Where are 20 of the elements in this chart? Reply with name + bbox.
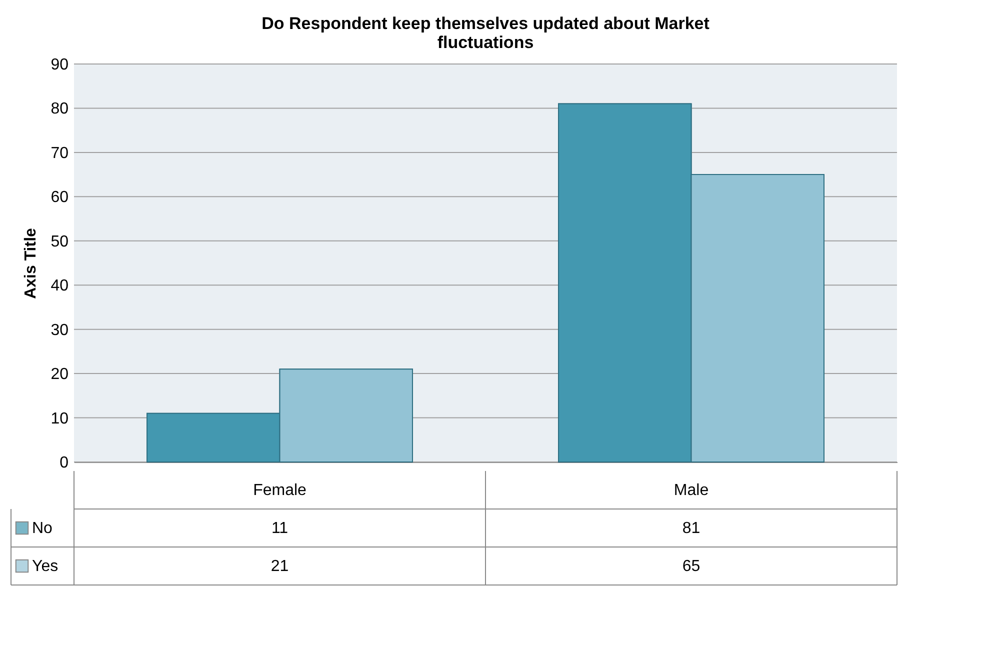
chart-title: Do Respondent keep themselves updated about Market fluctuations [262, 14, 710, 52]
y-tick-label: 30 [50, 322, 69, 339]
y-tick-label: 40 [50, 278, 69, 295]
y-tick-label: 90 [50, 56, 69, 74]
y-tick-label: 20 [50, 366, 69, 384]
y-tick-label: 0 [60, 454, 69, 472]
legend-label: Yes [32, 558, 58, 575]
y-tick-label: 50 [50, 233, 69, 250]
y-tick-label: 60 [50, 189, 69, 206]
x-tick-label: Female [253, 482, 307, 499]
legend-label: No [32, 520, 53, 537]
y-tick-label: 70 [50, 144, 69, 162]
y-tick-label: 80 [50, 100, 69, 118]
data-label: 11 [271, 520, 288, 537]
y-axis-title: Axis Title [22, 228, 40, 299]
data-label: 21 [270, 558, 289, 575]
y-tick-label: 10 [50, 410, 69, 428]
data-label: 65 [682, 558, 700, 575]
x-tick-label: Male [674, 482, 709, 499]
data-label: 81 [682, 520, 700, 537]
